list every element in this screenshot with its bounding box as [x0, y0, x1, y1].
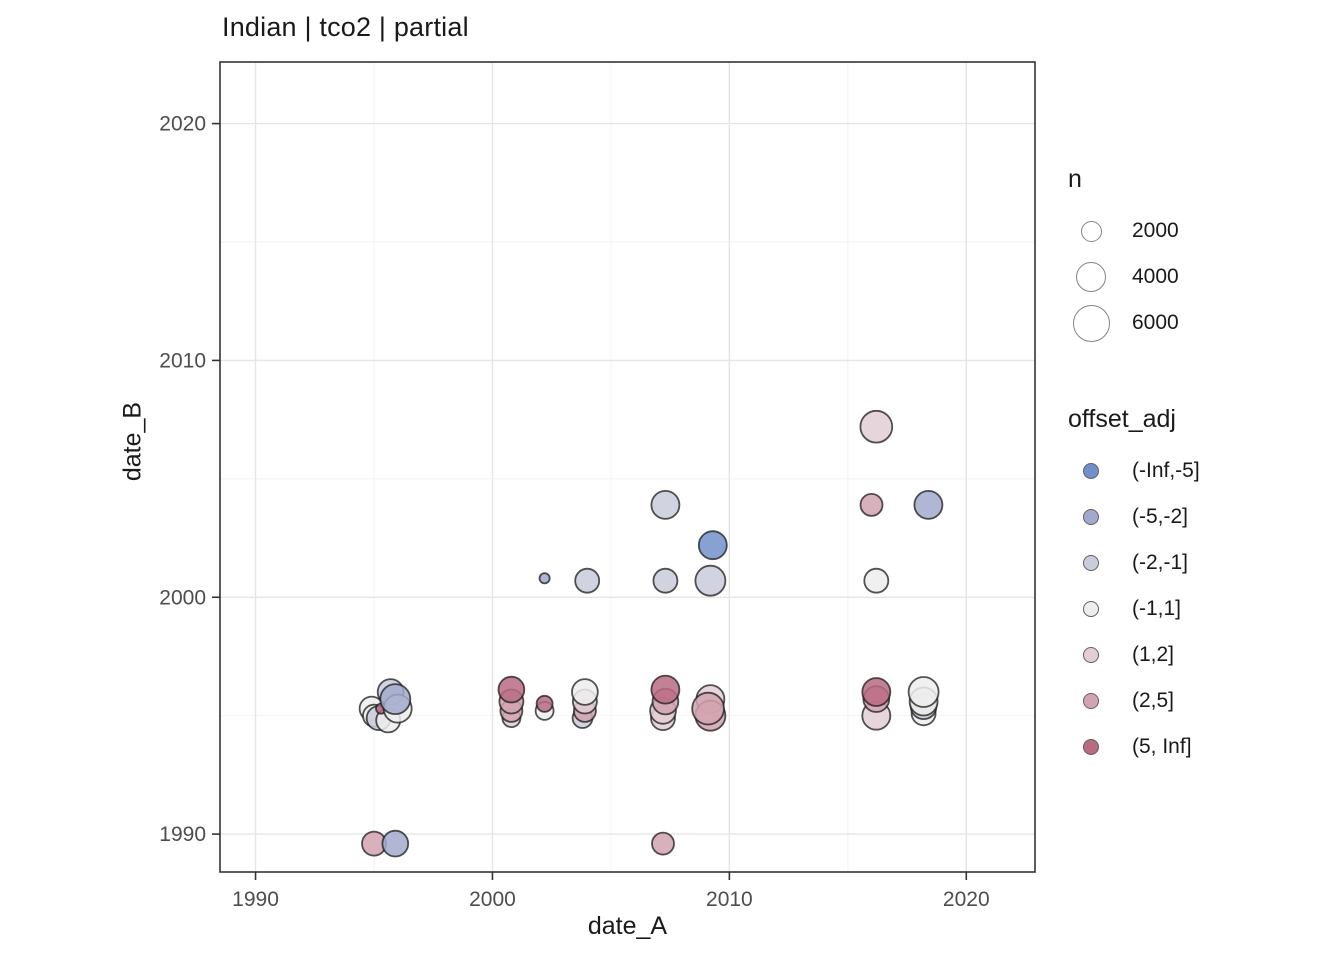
data-point	[861, 677, 892, 707]
panel-background	[220, 62, 1035, 872]
chart-title: Indian | tco2 | partial	[222, 12, 469, 42]
data-point	[497, 675, 526, 704]
x-tick-label: 2020	[943, 888, 990, 911]
color-legend-dot-icon	[1068, 463, 1114, 479]
size-legend-circle-icon	[1068, 220, 1114, 242]
data-point	[913, 489, 944, 520]
data-point	[907, 676, 940, 708]
size-legend-entry: 6000	[1068, 300, 1179, 346]
data-point	[381, 829, 410, 858]
data-point	[535, 694, 554, 713]
y-tick-label: 2020	[159, 113, 206, 136]
category-dot	[1083, 463, 1099, 479]
size-legend-label: 6000	[1132, 311, 1179, 334]
data-point	[651, 831, 675, 856]
data-point	[863, 567, 890, 594]
color-legend-dot-icon	[1068, 647, 1114, 663]
data-point	[571, 678, 599, 706]
color-legend-dot-icon	[1068, 739, 1114, 755]
category-dot	[1083, 555, 1099, 571]
category-dot	[1083, 739, 1099, 755]
data-point	[859, 409, 894, 444]
category-dot	[1083, 647, 1099, 663]
color-legend-title: offset_adj	[1068, 405, 1176, 433]
data-point	[379, 683, 412, 715]
category-dot	[1083, 509, 1099, 525]
size-legend-circle-icon	[1068, 262, 1114, 292]
size-legend-title: n	[1068, 165, 1082, 193]
x-axis-title: date_A	[587, 912, 668, 940]
data-point	[574, 567, 601, 594]
color-legend-dot-icon	[1068, 601, 1114, 617]
color-legend-dot-icon	[1068, 555, 1114, 571]
size-legend-label: 2000	[1132, 219, 1179, 242]
size-legend-label: 4000	[1132, 265, 1179, 288]
y-tick-label: 2000	[159, 586, 206, 609]
panel-border	[219, 61, 1036, 873]
size-circle	[1076, 262, 1106, 292]
color-legend-entry: (-5,-2]	[1068, 494, 1200, 540]
data-point	[652, 567, 679, 594]
color-legend-entry: (5, Inf]	[1068, 724, 1200, 770]
x-tick-label: 1990	[232, 888, 279, 911]
y-tick-label: 2010	[159, 349, 206, 372]
color-legend-label: (-2,-1]	[1132, 551, 1189, 574]
data-point	[694, 564, 727, 597]
size-circle	[1072, 304, 1110, 342]
color-legend-label: (2,5]	[1132, 689, 1175, 712]
color-legend-label: (5, Inf]	[1132, 735, 1192, 758]
category-dot	[1083, 693, 1099, 709]
color-legend-entry: (-2,-1]	[1068, 540, 1200, 586]
color-legend-label: (-1,1]	[1132, 597, 1182, 620]
color-legend-entry: (2,5]	[1068, 678, 1200, 724]
data-point	[697, 530, 728, 561]
color-legend-label: (-5,-2]	[1132, 505, 1189, 528]
color-legend-entry: (-1,1]	[1068, 586, 1200, 632]
color-legend-dot-icon	[1068, 693, 1114, 709]
color-legend: offset_adj (-Inf,-5] (-5,-2] (-2,-1] (-1,1]…	[1068, 405, 1200, 770]
color-legend-entry: (1,2]	[1068, 632, 1200, 678]
data-point	[650, 674, 681, 705]
data-point	[691, 691, 725, 726]
size-legend-entry: 2000	[1068, 208, 1179, 254]
y-tick-label: 1990	[159, 823, 206, 846]
size-circle	[1080, 220, 1102, 242]
data-point	[538, 572, 551, 585]
color-legend-dot-icon	[1068, 509, 1114, 525]
size-legend: n 2000 4000 6000	[1068, 165, 1179, 346]
color-legend-label: (-Inf,-5]	[1132, 459, 1200, 482]
data-point	[859, 492, 884, 517]
x-tick-label: 2000	[469, 888, 516, 911]
x-tick-label: 2010	[706, 888, 753, 911]
data-point	[650, 489, 681, 520]
y-axis-title: date_B	[118, 401, 147, 482]
size-legend-circle-icon	[1068, 304, 1114, 342]
size-legend-entry: 4000	[1068, 254, 1179, 300]
color-legend-label: (1,2]	[1132, 643, 1175, 666]
color-legend-entry: (-Inf,-5]	[1068, 448, 1200, 494]
category-dot	[1083, 601, 1099, 617]
